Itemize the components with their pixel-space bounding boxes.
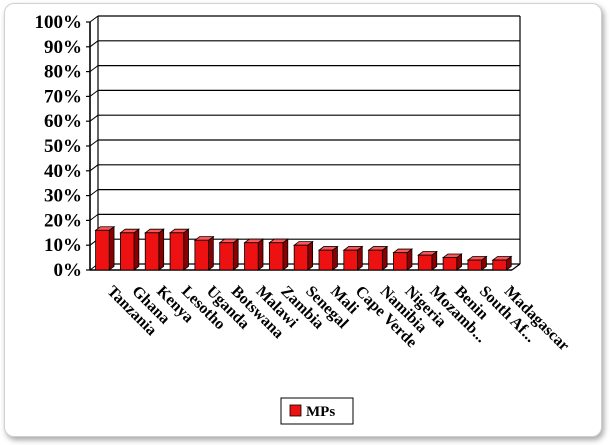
y-tick-label: 90%: [44, 37, 82, 58]
bar-front: [144, 232, 160, 271]
y-tick-label: 30%: [44, 186, 82, 207]
bar-ghana: [119, 228, 141, 271]
bar-front: [467, 259, 482, 271]
bar-front: [343, 249, 358, 271]
bar-front: [318, 249, 334, 271]
bar-side: [282, 238, 289, 271]
gridline-depth: [89, 15, 99, 23]
legend-label: MPs: [306, 404, 335, 420]
gridline-depth: [89, 40, 99, 48]
bar-botswana: [218, 238, 240, 271]
bar-front: [442, 257, 458, 271]
bar-front: [169, 232, 185, 271]
bar-zambia: [268, 238, 290, 271]
bar-south-af: [466, 255, 488, 271]
y-tick-labels: 0% 10% 20% 30% 40% 50% 60% 70% 80% 90% 100%: [35, 12, 83, 281]
bar-senegal: [292, 240, 314, 271]
bar-front: [268, 242, 284, 271]
bar-side: [307, 240, 314, 271]
gridline-depth: [89, 139, 99, 147]
x-tick-labels: TanzaniaGhanaKenyaLesothoUgandaBotswanaM…: [104, 283, 573, 355]
bar-front: [293, 244, 309, 271]
bar-cape-verde: [342, 245, 364, 271]
gridline-depth: [89, 213, 99, 221]
bar-side: [108, 225, 115, 271]
bar-nigeria: [392, 248, 414, 271]
bar-side: [183, 228, 189, 271]
bar-front: [219, 242, 234, 271]
y-tick-label: 10%: [44, 235, 82, 256]
gridline-depth: [89, 189, 99, 197]
bar-front: [492, 259, 507, 271]
y-tick-label: 80%: [44, 62, 82, 83]
y-tick-label: 50%: [44, 136, 82, 157]
bar-front: [417, 254, 433, 271]
bar-mali: [317, 245, 339, 271]
legend: MPs: [280, 397, 354, 425]
bar-front: [368, 249, 383, 271]
bar-malawi: [243, 238, 265, 271]
bar-lesotho: [168, 228, 190, 271]
bars: [94, 225, 513, 271]
y-tick-label: 20%: [44, 210, 82, 231]
chart-frame: [4, 3, 602, 437]
bar-madagascar: [491, 255, 513, 271]
bar-front: [244, 242, 259, 271]
y-tick-label: 40%: [44, 161, 82, 182]
bar-front: [120, 232, 135, 271]
bar-kenya: [144, 228, 165, 271]
floor-edge: [511, 263, 521, 271]
legend-swatch: [289, 404, 302, 417]
gridline-depth: [89, 65, 99, 72]
bar-tanzania: [94, 225, 116, 271]
bar-side: [208, 235, 214, 271]
bar-front: [95, 229, 110, 271]
bar-front: [194, 239, 209, 271]
bar-uganda: [193, 235, 215, 271]
bar-side: [133, 228, 140, 271]
bar-namibia: [367, 245, 389, 271]
gridline-depth: [89, 90, 99, 97]
bar-mozamb: [417, 250, 438, 271]
y-tick-label: 70%: [44, 86, 82, 107]
bar-side: [257, 238, 264, 271]
y-tick-label: 100%: [35, 12, 83, 33]
gridline-depth: [89, 114, 99, 122]
bar-benin: [441, 253, 463, 271]
y-tick-label: 0%: [54, 260, 83, 281]
gridline-depth: [89, 164, 99, 172]
bar-side: [232, 238, 239, 271]
bar-front: [393, 252, 408, 271]
y-tick-label: 60%: [44, 111, 82, 132]
bar-side: [158, 228, 165, 271]
